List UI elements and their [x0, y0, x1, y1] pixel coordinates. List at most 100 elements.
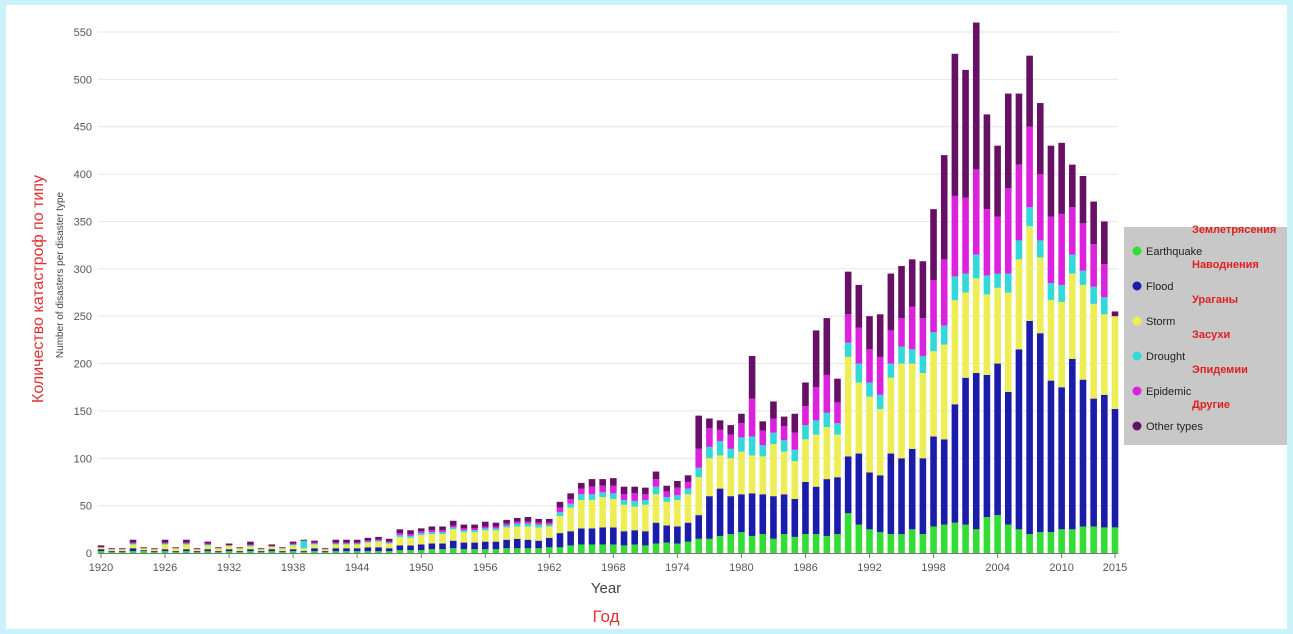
bar-segment-drought [556, 512, 564, 517]
legend-label: Earthquake [1146, 246, 1202, 258]
bar-segment-storm [684, 494, 692, 523]
bar-segment-flood [652, 522, 660, 544]
bar-segment-other-types [225, 543, 233, 546]
bar-segment-epidemic [407, 534, 414, 536]
y-tick-label: 250 [74, 311, 92, 323]
bar-segment-storm [407, 537, 414, 546]
bar-segment-epidemic [695, 448, 703, 468]
bar-segment-storm [140, 548, 147, 551]
bar-segment-other-types [492, 522, 500, 527]
bar-segment-earthquake [257, 552, 265, 553]
bar-segment-earthquake [449, 548, 457, 553]
legend-label-ru: Засухи [1192, 329, 1230, 341]
bar-segment-epidemic [417, 531, 425, 534]
bar-segment-flood [407, 545, 414, 551]
bar-segment-earthquake [972, 529, 980, 553]
bar-segment-other-types [204, 541, 212, 544]
bar-segment-drought [204, 544, 212, 546]
bar-segment-epidemic [983, 209, 991, 276]
bar-segment-earthquake [578, 544, 585, 553]
bar-segment-earthquake [407, 550, 414, 553]
bar-segment-epidemic [513, 521, 521, 524]
bar-segment-epidemic [844, 314, 852, 343]
bar-segment-drought [343, 543, 350, 545]
bar-segment-other-types [172, 547, 180, 549]
bar-segment-storm [428, 534, 436, 544]
legend-swatch [1132, 421, 1142, 431]
bar-segment-drought [1026, 207, 1033, 227]
legend-label: Epidemic [1146, 386, 1192, 398]
bar-segment-epidemic [1047, 216, 1055, 284]
bar-segment-storm [417, 535, 425, 545]
bar-segment-other-types [428, 526, 436, 531]
bar-segment-earthquake [898, 534, 905, 553]
legend-swatch [1132, 246, 1142, 256]
bar-segment-earthquake [1079, 526, 1087, 553]
bar-segment-drought [770, 432, 777, 445]
bar-segment-drought [578, 494, 585, 500]
bar-segment-epidemic [375, 539, 382, 541]
bar-segment-earthquake [193, 552, 201, 553]
bar-segment-earthquake [97, 551, 105, 553]
bar-segment-drought [823, 412, 831, 428]
bar-segment-epidemic [129, 542, 137, 544]
bar-segment-storm [631, 506, 638, 531]
y-tick-label: 500 [74, 74, 92, 86]
x-tick-label: 1926 [153, 562, 177, 574]
bar-segment-storm [321, 549, 329, 552]
bar-segment-epidemic [567, 499, 574, 504]
bar-segment-flood [972, 373, 980, 530]
legend-label-ru: Другие [1192, 399, 1230, 411]
bar-segment-earthquake [748, 535, 756, 553]
x-tick-label: 1944 [345, 562, 369, 574]
bar-segment-other-types [1015, 93, 1023, 165]
bar-segment-drought [503, 525, 510, 528]
bar-segment-epidemic [524, 521, 532, 524]
bar-segment-earthquake [759, 534, 767, 553]
bar-segment-epidemic [823, 374, 831, 413]
bar-segment-flood [172, 551, 180, 553]
bar-segment-epidemic [887, 330, 895, 364]
bar-segment-other-types [1101, 221, 1108, 265]
bar-segment-drought [492, 528, 500, 531]
bar-segment-epidemic [759, 430, 767, 446]
y-axis-label-ru: Количество катастроф по типу [30, 175, 47, 403]
bar-segment-earthquake [940, 524, 948, 553]
bar-segment-earthquake [321, 552, 329, 553]
bar-segment-flood [983, 374, 991, 517]
bar-segment-storm [759, 456, 767, 495]
bar-segment-drought [610, 493, 617, 499]
bar-segment-storm [343, 544, 350, 549]
bar-segment-storm [802, 439, 809, 482]
bar-segment-drought [855, 363, 863, 383]
bar-segment-other-types [1026, 55, 1033, 127]
bar-segment-other-types [215, 547, 222, 549]
bar-segment-epidemic [610, 485, 617, 494]
bar-segment-storm [332, 544, 340, 549]
bar-segment-epidemic [460, 528, 468, 531]
bar-segment-epidemic [332, 542, 340, 544]
bar-segment-other-types [1079, 175, 1087, 224]
legend-swatch [1132, 316, 1142, 326]
bar-segment-flood [300, 551, 308, 553]
x-tick-label: 1968 [601, 562, 625, 574]
bar-segment-storm [727, 458, 735, 497]
bar-segment-drought [247, 545, 254, 547]
bar-segment-epidemic [951, 195, 959, 277]
x-axis-label: Year [591, 580, 621, 597]
bar-segment-earthquake [620, 545, 628, 553]
bar-segment-storm [908, 363, 916, 449]
x-tick-label: 1974 [665, 562, 689, 574]
legend-swatch [1132, 281, 1142, 291]
bar-segment-earthquake [674, 543, 681, 553]
bar-segment-earthquake [343, 551, 350, 553]
bar-segment-flood [161, 549, 169, 552]
bar-segment-other-types [343, 539, 350, 543]
bar-segment-epidemic [535, 522, 542, 525]
bar-segment-epidemic [364, 540, 372, 542]
bar-segment-drought [738, 437, 745, 452]
x-tick-label: 1980 [729, 562, 753, 574]
bar-segment-earthquake [481, 549, 489, 553]
bar-segment-flood [919, 458, 927, 535]
bar-segment-storm [289, 545, 297, 550]
